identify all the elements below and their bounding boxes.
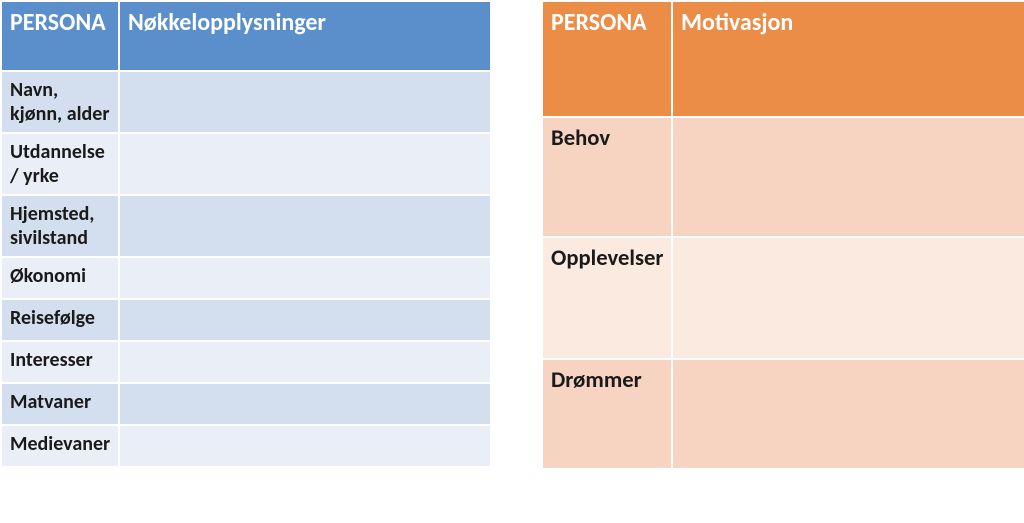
table-header-persona: PERSONA [1, 1, 119, 71]
row-value [119, 257, 491, 299]
row-label-dreams: Drømmer [542, 359, 672, 469]
row-label-experiences: Opplevelser [542, 237, 672, 359]
table-row: Økonomi [1, 257, 491, 299]
table-row: Hjemsted, sivilstand [1, 195, 491, 257]
table-header-row: PERSONA Nøkkelopplysninger [1, 1, 491, 71]
row-label-needs: Behov [542, 117, 672, 237]
row-label-economy: Økonomi [1, 257, 119, 299]
row-label-home: Hjemsted, sivilstand [1, 195, 119, 257]
row-label-education: Utdannelse / yrke [1, 133, 119, 195]
row-value [119, 195, 491, 257]
table-row: Utdannelse / yrke [1, 133, 491, 195]
row-value [119, 299, 491, 341]
row-value [672, 237, 1024, 359]
persona-key-info-table: PERSONA Nøkkelopplysninger Navn, kjønn, … [0, 0, 492, 468]
row-value [119, 425, 491, 467]
row-value [119, 383, 491, 425]
row-label-travel-party: Reisefølge [1, 299, 119, 341]
table-row: Reisefølge [1, 299, 491, 341]
row-label-food-habits: Matvaner [1, 383, 119, 425]
table-row: Medievaner [1, 425, 491, 467]
canvas: PERSONA Nøkkelopplysninger Navn, kjønn, … [0, 0, 1024, 523]
table-header-key-info: Nøkkelopplysninger [119, 1, 491, 71]
table-header-motivation: Motivasjon [672, 1, 1024, 117]
table-header-row: PERSONA Motivasjon [542, 1, 1024, 117]
table-row: Navn, kjønn, alder [1, 71, 491, 133]
row-label-interests: Interesser [1, 341, 119, 383]
table-header-persona: PERSONA [542, 1, 672, 117]
row-value [119, 71, 491, 133]
row-value [672, 359, 1024, 469]
row-value [119, 133, 491, 195]
table-row: Opplevelser [542, 237, 1024, 359]
persona-motivation-table: PERSONA Motivasjon Behov Opplevelser Drø… [541, 0, 1024, 470]
table-row: Interesser [1, 341, 491, 383]
table-row: Behov [542, 117, 1024, 237]
row-label-media-habits: Medievaner [1, 425, 119, 467]
row-value [119, 341, 491, 383]
table-row: Drømmer [542, 359, 1024, 469]
table-row: Matvaner [1, 383, 491, 425]
row-label-name: Navn, kjønn, alder [1, 71, 119, 133]
row-value [672, 117, 1024, 237]
